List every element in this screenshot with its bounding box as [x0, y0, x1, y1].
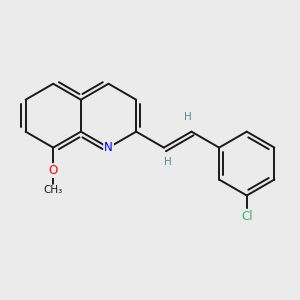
Text: H: H	[184, 112, 191, 122]
Text: CH₃: CH₃	[44, 185, 63, 195]
Text: O: O	[49, 164, 58, 177]
Text: N: N	[104, 141, 113, 154]
Text: H: H	[164, 157, 172, 167]
Text: Cl: Cl	[241, 210, 253, 223]
